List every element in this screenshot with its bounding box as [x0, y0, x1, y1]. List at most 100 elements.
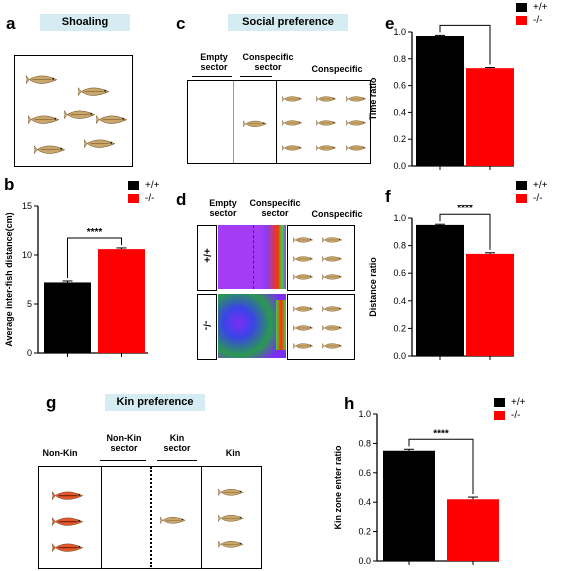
g-non-kin-sector-label: Non-Kin sector	[106, 433, 142, 453]
fish-tail	[293, 306, 296, 312]
fish-icon	[293, 325, 314, 331]
fish-icon	[52, 543, 84, 553]
fish-eye	[309, 257, 312, 260]
fish-icon	[293, 256, 314, 262]
fish-eye	[52, 77, 55, 80]
y-axis-label: Kin zone enter ratio	[333, 445, 343, 530]
fish-icon	[282, 120, 303, 126]
panel-a-banner: Shoaling	[40, 14, 130, 31]
fish-eye	[362, 146, 365, 149]
fish-tail	[218, 540, 222, 548]
legend-label-wt: +/+	[511, 397, 526, 408]
fish-eye	[298, 146, 301, 149]
fish-icon	[26, 75, 58, 85]
fish-icon	[28, 115, 60, 125]
y-tick-label: 0.6	[393, 81, 406, 91]
y-tick-label: 0.0	[393, 351, 406, 361]
fish-eye	[309, 307, 312, 310]
fish-eye	[298, 97, 301, 100]
y-axis-label: Average inter-fish distance(cm)	[4, 212, 14, 346]
y-tick-label: 0.2	[358, 527, 371, 537]
fish-eye	[332, 146, 335, 149]
fish-tail	[293, 274, 296, 280]
fish-icon	[52, 491, 84, 501]
c-conspecific-label: Conspecific	[311, 64, 363, 74]
fish-tail	[243, 120, 246, 128]
fish-eye	[263, 122, 265, 124]
chart-f: 0.0 0.2 0.4 0.6 0.8 1.0 Distance ratio ****	[368, 205, 514, 361]
fish-icon	[218, 540, 244, 548]
fish-tail	[322, 237, 325, 243]
fish-eye	[362, 97, 365, 100]
legend-b: +/+ -/-	[128, 179, 159, 205]
fish-icon	[218, 488, 244, 496]
fish-icon	[316, 120, 337, 126]
fish-tail	[96, 115, 100, 125]
fish-tail	[160, 516, 164, 524]
fish-tail	[218, 488, 222, 496]
fish-eye	[309, 326, 312, 329]
fish-icon	[293, 306, 314, 312]
legend-swatch-ko	[516, 16, 527, 25]
y-tick-label: 0.0	[393, 161, 406, 171]
y-tick-label: 0.4	[393, 296, 406, 306]
fish-eye	[338, 257, 341, 260]
fish-tail	[346, 145, 349, 151]
fish-tail	[322, 325, 325, 331]
y-tick-label: 5	[27, 299, 32, 309]
legend-swatch-ko	[516, 194, 527, 203]
fish-eye	[338, 307, 341, 310]
legend-label-ko: -/-	[533, 15, 543, 26]
panel-f-letter: f	[385, 187, 391, 206]
significance-label: ****	[457, 22, 473, 25]
fish-eye	[362, 121, 365, 124]
g-kin-label: Kin	[225, 448, 241, 458]
fish-eye	[78, 519, 81, 522]
d-row-box-ko	[197, 294, 217, 360]
fish-eye	[239, 516, 242, 519]
bar-wt	[44, 282, 91, 353]
fish-eye	[181, 518, 184, 521]
c-sector-divider	[233, 81, 234, 163]
fish-eye	[60, 147, 63, 150]
fish-icon	[96, 115, 128, 125]
y-tick-label: 0.8	[393, 54, 406, 64]
fish-tail	[322, 306, 325, 312]
significance-bracket	[439, 213, 491, 250]
legend-swatch-ko	[128, 194, 139, 203]
y-tick-label: 1.0	[358, 409, 371, 419]
fish-icon	[322, 274, 343, 280]
fish-tail	[218, 514, 222, 522]
fish-icon	[64, 110, 96, 120]
y-tick-label: 0.8	[358, 438, 371, 448]
fish-icon	[322, 256, 343, 262]
fish-icon	[322, 325, 343, 331]
g-sector-divider	[150, 467, 152, 567]
legend-item-wt: +/+	[494, 396, 525, 409]
c-conspecific-tank	[276, 80, 371, 164]
fish-tail	[322, 274, 325, 280]
fish-icon	[316, 96, 337, 102]
fish-icon	[322, 306, 343, 312]
y-tick-label: 10	[22, 250, 32, 260]
d-row-label-ko: -/-	[200, 320, 212, 331]
y-tick-label: 0.6	[358, 468, 371, 478]
fish-tail	[316, 145, 319, 151]
legend-item-wt: +/+	[516, 179, 547, 192]
legend-label-wt: +/+	[145, 180, 160, 191]
fish-icon	[84, 139, 116, 149]
fish-tail	[293, 237, 296, 243]
legend-swatch-ko	[494, 411, 505, 420]
d-row-label-wt: +/+	[200, 248, 212, 263]
fish-icon	[243, 120, 267, 128]
fish-eye	[338, 326, 341, 329]
legend-label-wt: +/+	[533, 180, 548, 191]
fish-tail	[26, 75, 30, 85]
d-conspecific-tank-ko	[287, 294, 355, 360]
g-kin-sector-label: Kin sector	[163, 433, 191, 453]
legend-swatch-wt	[128, 181, 139, 190]
legend-swatch-wt	[494, 398, 505, 407]
significance-label: ****	[457, 205, 473, 214]
bar-ko	[466, 68, 514, 166]
g-non-kin-label: Non-Kin	[42, 448, 78, 458]
